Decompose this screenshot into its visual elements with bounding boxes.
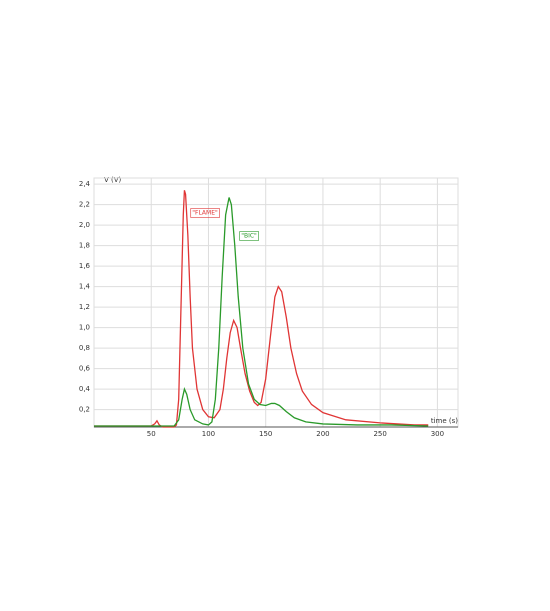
y-tick-label: 0,8 xyxy=(79,344,90,352)
series-line xyxy=(94,190,429,428)
x-tick-label: 50 xyxy=(147,430,156,438)
x-tick-label: 300 xyxy=(431,430,444,438)
plot-frame xyxy=(93,177,459,428)
y-tick-label: 1,6 xyxy=(79,262,91,270)
x-axis-label: time (s) xyxy=(431,417,458,425)
y-tick-label: 1,4 xyxy=(79,283,91,291)
y-tick-label: 0,6 xyxy=(79,365,91,373)
series-label: "BIC" xyxy=(241,233,257,240)
x-tick-label: 100 xyxy=(202,430,215,438)
y-tick-label: 1,0 xyxy=(79,324,90,332)
y-tick-label: 1,8 xyxy=(79,242,90,250)
series-line xyxy=(94,197,429,427)
y-tick-label: 1,2 xyxy=(79,303,90,311)
x-tick-label: 250 xyxy=(373,430,386,438)
y-tick-label: 0,4 xyxy=(79,385,91,393)
x-tick-label: 200 xyxy=(316,430,329,438)
y-tick-label: 2,2 xyxy=(79,201,90,209)
y-tick-label: 0,2 xyxy=(79,406,90,414)
y-axis-label: V (V) xyxy=(104,176,122,184)
series-label: "FLAME" xyxy=(192,210,218,217)
x-tick-label: 150 xyxy=(259,430,272,438)
y-tick-label: 2,4 xyxy=(79,180,91,188)
series-label-box xyxy=(239,231,259,241)
y-tick-label: 2,0 xyxy=(79,221,90,229)
series-label-box xyxy=(190,208,220,218)
